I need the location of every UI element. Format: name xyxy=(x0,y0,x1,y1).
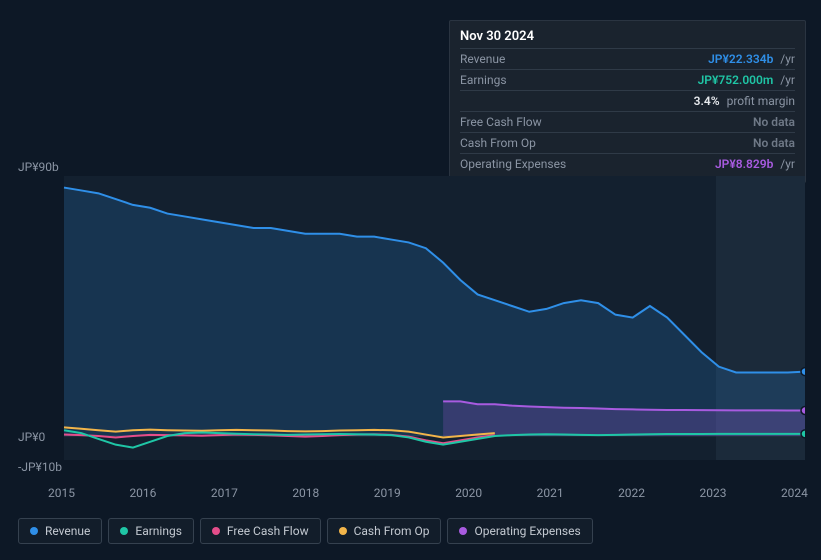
tooltip-row-label: Free Cash Flow xyxy=(460,115,542,129)
tooltip-row-value: No data xyxy=(753,136,795,150)
tooltip-row: Cash From Op No data xyxy=(460,132,795,153)
tooltip-row-value: 3.4% profit margin xyxy=(694,94,795,108)
x-axis-label: 2020 xyxy=(455,486,482,500)
legend-label: Cash From Op xyxy=(354,524,430,538)
x-axis-label: 2017 xyxy=(211,486,238,500)
legend-label: Revenue xyxy=(45,524,90,538)
legend-free-cash-flow[interactable]: Free Cash Flow xyxy=(200,518,321,544)
x-axis-label: 2018 xyxy=(292,486,319,500)
data-tooltip: Nov 30 2024 Revenue JP¥22.334b /yr Earning… xyxy=(449,20,806,183)
y-axis-label: -JP¥10b xyxy=(18,460,62,474)
cash-from-op-color-dot xyxy=(339,527,347,535)
legend-earnings[interactable]: Earnings xyxy=(108,518,194,544)
x-axis-label: 2019 xyxy=(374,486,401,500)
legend-label: Earnings xyxy=(135,524,182,538)
tooltip-row-value: No data xyxy=(753,115,795,129)
tooltip-row: Earnings JP¥752.000m /yr xyxy=(460,69,795,90)
legend-label: Free Cash Flow xyxy=(227,524,309,538)
x-axis-label: 2022 xyxy=(618,486,645,500)
tooltip-row: Revenue JP¥22.334b /yr xyxy=(460,48,795,69)
tooltip-row-value: JP¥22.334b /yr xyxy=(708,52,795,66)
operating-expenses-color-dot xyxy=(459,527,467,535)
legend-cash-from-op[interactable]: Cash From Op xyxy=(327,518,442,544)
x-axis-label: 2015 xyxy=(48,486,75,500)
free-cash-flow-color-dot xyxy=(212,527,220,535)
earnings-revenue-chart xyxy=(16,160,805,460)
tooltip-row-label: Cash From Op xyxy=(460,136,536,150)
legend-revenue[interactable]: Revenue xyxy=(18,518,102,544)
revenue-color-dot xyxy=(30,527,38,535)
x-axis-label: 2023 xyxy=(700,486,727,500)
legend-label: Operating Expenses xyxy=(474,524,580,538)
x-axis-labels: 2015 2016 2017 2018 2019 2020 2021 2022 2023 2024 xyxy=(48,486,808,500)
x-axis-label: 2021 xyxy=(537,486,564,500)
tooltip-row: 3.4% profit margin xyxy=(460,90,795,111)
end-marker-operatingExpenses xyxy=(801,406,805,414)
tooltip-date: Nov 30 2024 xyxy=(460,27,795,48)
chart-legend: Revenue Earnings Free Cash Flow Cash From O… xyxy=(18,518,593,544)
end-marker-revenue xyxy=(801,368,805,376)
earnings-color-dot xyxy=(120,527,128,535)
tooltip-row-label: Earnings xyxy=(460,73,507,87)
end-marker-earnings xyxy=(801,430,805,438)
tooltip-row-value: JP¥752.000m /yr xyxy=(698,73,795,87)
legend-operating-expenses[interactable]: Operating Expenses xyxy=(447,518,592,544)
tooltip-row-label: Revenue xyxy=(460,52,505,66)
x-axis-label: 2016 xyxy=(129,486,156,500)
x-axis-label: 2024 xyxy=(781,486,808,500)
tooltip-row: Free Cash Flow No data xyxy=(460,111,795,132)
